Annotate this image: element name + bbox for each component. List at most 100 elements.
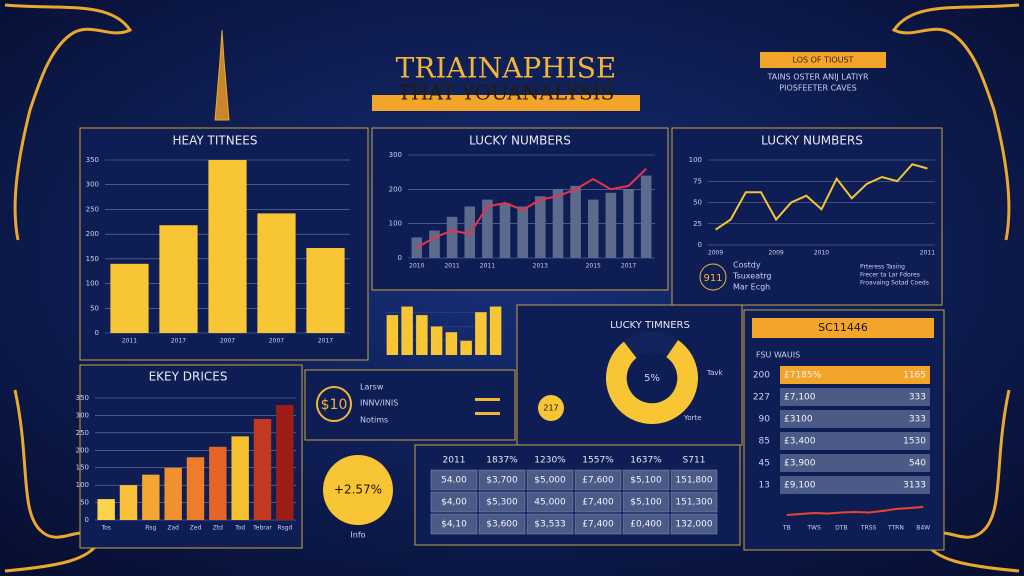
bar	[482, 199, 493, 258]
side-cell: 85	[759, 437, 770, 447]
bar	[401, 306, 413, 355]
table-cell	[670, 513, 718, 535]
chart-title: LUCKY NUMBERS	[469, 134, 571, 148]
y-tick-label: 350	[86, 156, 99, 164]
side-row	[780, 476, 930, 494]
y-tick-label: 200	[76, 446, 89, 454]
bar	[430, 326, 443, 355]
table-cell-text: 151,800	[675, 476, 712, 486]
x-tick-label: TWS	[806, 525, 821, 532]
table-cell	[574, 469, 622, 491]
x-tick-label: TB	[782, 525, 791, 532]
line	[715, 163, 928, 231]
table-cell-text: 54.00	[441, 476, 467, 486]
bar	[208, 160, 247, 333]
badge-line: Larsw	[360, 383, 384, 392]
bar	[445, 332, 458, 355]
bar	[535, 196, 546, 258]
side-cell: 45	[759, 459, 770, 469]
side-cell: 227	[753, 393, 770, 403]
y-tick-label: 75	[693, 177, 702, 185]
side-cell: 540	[909, 459, 926, 469]
bar	[159, 225, 198, 333]
side-row	[780, 432, 930, 450]
table-cell	[670, 469, 718, 491]
bar	[517, 206, 528, 258]
info-box	[760, 52, 886, 68]
side-cell: 3133	[903, 481, 926, 491]
info-line: PIOSFEETER CAVES	[779, 84, 856, 93]
info-label: LOS OF TIOUST	[793, 56, 854, 65]
bar	[499, 203, 511, 258]
badge-value: $10	[321, 397, 348, 413]
table-cell-text: £7,600	[582, 476, 614, 486]
table-header: S711	[683, 456, 706, 466]
ornaments	[4, 3, 1020, 573]
legend-note: Prteress Tasing	[860, 264, 905, 271]
y-tick-label: 200	[86, 230, 99, 238]
bar	[446, 216, 458, 258]
info-line: TAINS OSTER ANIJ LATIYR	[766, 73, 868, 82]
bar	[570, 185, 581, 258]
x-tick-label: B4W	[916, 525, 930, 532]
table-cell-text: 132,000	[675, 520, 712, 530]
x-tick-label: Tebrar	[252, 525, 272, 532]
panel	[304, 369, 516, 441]
table-cell-text: $4,00	[441, 498, 467, 508]
side-cell: 1165	[903, 371, 926, 381]
side-cell: £3,900	[784, 459, 816, 469]
line	[416, 168, 647, 249]
table-header: 2011	[443, 456, 466, 466]
table-cell	[622, 491, 670, 513]
x-tick-label: 2013	[533, 263, 548, 270]
donut-callout	[538, 395, 564, 421]
x-tick-label: 2011	[920, 250, 935, 257]
table-cell-text: $5,100	[630, 498, 662, 508]
badge-bar	[475, 398, 500, 401]
x-tick-label: Ztd	[213, 525, 223, 532]
side-row	[780, 366, 930, 384]
donut-label: Yorte	[683, 414, 702, 422]
y-tick-label: 0	[95, 329, 99, 337]
x-tick-label: 2011	[444, 263, 459, 270]
table-cell-text: 151,300	[675, 498, 712, 508]
table-cell	[622, 513, 670, 535]
x-tick-label: 2017	[318, 338, 333, 345]
line	[786, 506, 924, 516]
table-cell	[478, 491, 526, 513]
bar	[110, 263, 149, 333]
y-tick-label: 50	[90, 304, 99, 312]
table-cell-text: $5,000	[534, 476, 566, 486]
y-tick-label: 150	[76, 464, 89, 472]
bar	[164, 467, 182, 520]
side-cell: 13	[759, 481, 770, 491]
table-cell-text: $5,100	[630, 476, 662, 486]
subtitle: THAT YOUANALYSIS	[398, 81, 615, 105]
panel	[516, 304, 743, 446]
y-tick-label: 300	[86, 181, 99, 189]
y-tick-label: 50	[693, 199, 702, 207]
bar	[257, 213, 296, 333]
table-header: 1557%	[582, 456, 614, 466]
donut-segment	[606, 340, 699, 425]
bar	[552, 189, 564, 258]
x-tick-label: Tos	[100, 525, 110, 532]
bar	[411, 237, 423, 258]
y-tick-label: 100	[86, 280, 99, 288]
donut-label: Tavk	[706, 369, 724, 377]
bar	[489, 306, 502, 355]
y-tick-label: 50	[80, 499, 89, 507]
table-cell	[574, 491, 622, 513]
table-cell	[430, 469, 478, 491]
bar	[460, 340, 472, 355]
side-table-title-bar	[752, 318, 934, 338]
bar	[276, 404, 294, 520]
bar	[429, 230, 440, 258]
table-cell-text: $3,700	[486, 476, 518, 486]
table-cell	[478, 513, 526, 535]
side-cell: 333	[909, 393, 926, 403]
y-tick-label: 200	[389, 185, 402, 193]
x-tick-label: Zad	[167, 525, 179, 532]
legend-note: Costdy	[733, 261, 761, 270]
